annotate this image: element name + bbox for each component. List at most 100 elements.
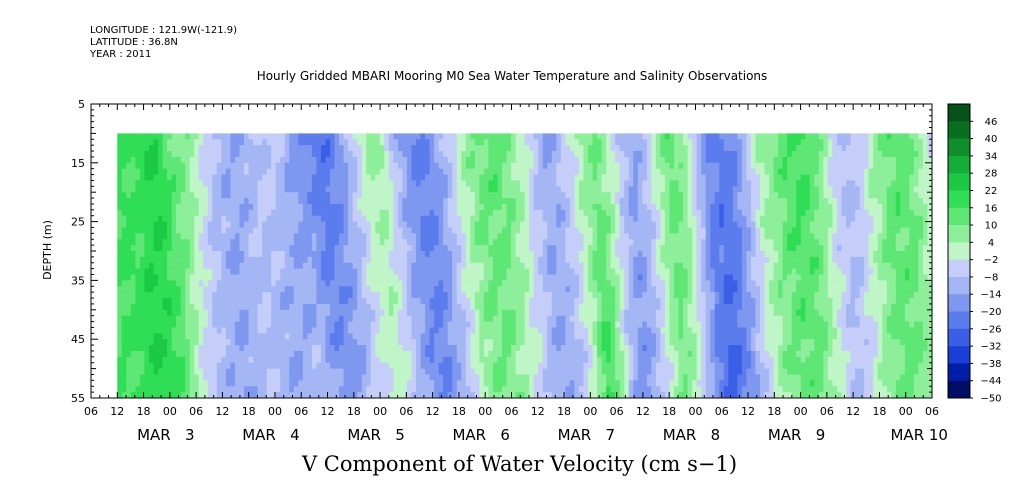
- heatmap-cell: [411, 174, 417, 181]
- heatmap-cell: [434, 256, 440, 264]
- heatmap-cell: [366, 303, 372, 311]
- heatmap-cell: [488, 268, 494, 275]
- heatmap-cell: [167, 192, 172, 199]
- heatmap-cell: [461, 145, 467, 152]
- heatmap-cell: [560, 133, 566, 140]
- heatmap-cell: [180, 227, 186, 234]
- heatmap-cell: [194, 262, 200, 270]
- heatmap-cell: [203, 303, 209, 311]
- heatmap-cell: [298, 345, 304, 352]
- heatmap-cell: [357, 292, 363, 299]
- heatmap-cell: [207, 221, 213, 228]
- heatmap-cell: [447, 209, 453, 217]
- heatmap-cell: [384, 368, 390, 375]
- heatmap-cell: [311, 380, 317, 387]
- heatmap-cell: [176, 174, 182, 181]
- heatmap-cell: [583, 209, 589, 217]
- heatmap-cell: [511, 374, 516, 381]
- heatmap-cell: [606, 315, 612, 322]
- heatmap-cell: [506, 174, 512, 181]
- heatmap-cell: [375, 380, 381, 387]
- heatmap-cell: [189, 168, 195, 175]
- heatmap-cell: [203, 315, 209, 322]
- heatmap-cell: [465, 309, 471, 317]
- heatmap-cell: [393, 374, 399, 381]
- heatmap-cell: [379, 262, 385, 270]
- heatmap-cell: [212, 151, 218, 158]
- heatmap-cell: [461, 274, 467, 281]
- heatmap-cell: [429, 386, 435, 393]
- heatmap-cell: [361, 227, 367, 234]
- heatmap-cell: [275, 162, 281, 170]
- heatmap-cell: [176, 280, 182, 287]
- heatmap-cell: [126, 362, 132, 369]
- heatmap-cell: [167, 321, 172, 328]
- heatmap-cell: [488, 286, 494, 293]
- heatmap-cell: [302, 392, 308, 399]
- heatmap-cell: [506, 203, 512, 211]
- heatmap-cell: [330, 333, 335, 340]
- heatmap-cell: [194, 180, 200, 187]
- heatmap-cell: [244, 156, 249, 164]
- heatmap-cell: [221, 368, 227, 375]
- heatmap-cell: [402, 315, 408, 322]
- heatmap-cell: [483, 309, 489, 317]
- heatmap-cell: [185, 168, 191, 175]
- heatmap-cell: [135, 327, 141, 334]
- heatmap-cell: [565, 303, 571, 311]
- heatmap-cell: [289, 174, 295, 181]
- heatmap-cell: [135, 251, 141, 258]
- heatmap-cell: [406, 368, 412, 375]
- heatmap-cell: [402, 186, 408, 193]
- heatmap-cell: [216, 356, 222, 364]
- heatmap-cell: [506, 345, 512, 352]
- heatmap-cell: [420, 192, 426, 199]
- heatmap-cell: [171, 345, 177, 352]
- heatmap-cell: [162, 221, 168, 228]
- heatmap-cell: [425, 350, 430, 358]
- heatmap-cell: [483, 386, 489, 393]
- heatmap-cell: [560, 239, 566, 246]
- heatmap-cell: [452, 198, 458, 205]
- heatmap-cell: [470, 251, 476, 258]
- heatmap-cell: [366, 162, 372, 170]
- heatmap-cell: [325, 215, 331, 222]
- heatmap-cell: [167, 268, 172, 275]
- heatmap-cell: [121, 203, 127, 211]
- heatmap-cell: [130, 274, 136, 281]
- heatmap-cell: [483, 203, 489, 211]
- heatmap-cell: [551, 303, 557, 311]
- heatmap-cell: [275, 368, 281, 375]
- heatmap-cell: [225, 362, 231, 369]
- heatmap-cell: [352, 327, 358, 334]
- heatmap-cell: [284, 303, 290, 311]
- heatmap-cell: [221, 309, 227, 317]
- heatmap-cell: [538, 180, 544, 187]
- heatmap-cell: [524, 209, 530, 217]
- heatmap-cell: [397, 333, 403, 340]
- heatmap-cell: [311, 209, 317, 217]
- heatmap-cell: [470, 286, 476, 293]
- heatmap-cell: [556, 333, 562, 340]
- heatmap-cell: [330, 256, 335, 264]
- heatmap-cell: [320, 392, 326, 399]
- heatmap-cell: [465, 280, 471, 287]
- heatmap-cell: [280, 268, 286, 275]
- heatmap-cell: [547, 156, 553, 164]
- heatmap-cell: [198, 386, 204, 393]
- heatmap-cell: [393, 186, 399, 193]
- heatmap-cell: [520, 374, 526, 381]
- heatmap-cell: [379, 168, 385, 175]
- heatmap-cell: [524, 274, 530, 281]
- heatmap-cell: [212, 139, 218, 146]
- heatmap-cell: [474, 368, 480, 375]
- heatmap-cell: [461, 345, 467, 352]
- heatmap-cell: [293, 356, 299, 364]
- heatmap-cell: [334, 339, 340, 346]
- heatmap-cell: [239, 362, 245, 369]
- heatmap-cell: [384, 339, 390, 346]
- heatmap-cell: [203, 280, 209, 287]
- heatmap-cell: [176, 192, 182, 199]
- heatmap-cell: [221, 292, 227, 299]
- heatmap-cell: [361, 309, 367, 317]
